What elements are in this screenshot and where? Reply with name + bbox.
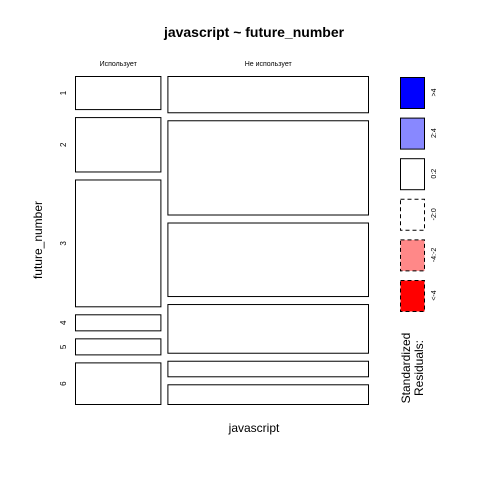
legend-swatch-6 — [400, 280, 425, 312]
legend-swatch-1 — [400, 77, 425, 109]
legend-label-2: 2:4 — [431, 128, 438, 138]
tile-col1-row-5 — [75, 338, 162, 356]
legend: >4 2:4 0:2 -2:0 -4:-2 <-4 Standardized Residual… — [399, 77, 438, 404]
x-axis-label: javascript — [228, 421, 280, 435]
mosaic-tiles — [75, 76, 369, 406]
tile-col1-row-3 — [75, 179, 162, 308]
legend-label-1: >4 — [431, 88, 438, 96]
row-label-2: 2 — [59, 142, 68, 147]
legend-label-5: -4:-2 — [431, 248, 438, 263]
y-axis-label: future_number — [31, 201, 45, 279]
tile-col1-row-2 — [75, 117, 162, 173]
row-labels: 1 2 3 4 5 6 — [59, 90, 68, 386]
tile-col2-row-6 — [167, 384, 369, 406]
column-label-1: Использует — [100, 61, 138, 68]
legend-title-line-2: Residuals: — [412, 340, 426, 396]
row-label-3: 3 — [59, 241, 68, 246]
tile-col1-row-4 — [75, 314, 162, 332]
legend-swatch-5 — [400, 239, 425, 272]
legend-swatch-2 — [400, 117, 425, 150]
tile-col2-row-3 — [167, 222, 369, 298]
legend-swatch-4 — [400, 198, 425, 231]
tile-col2-row-2 — [167, 120, 369, 216]
legend-swatch-3 — [400, 158, 425, 191]
column-labels: Использует Не использует — [100, 61, 293, 68]
row-label-5: 5 — [59, 344, 68, 349]
row-label-4: 4 — [59, 320, 68, 325]
tile-col1-row-6 — [75, 362, 162, 405]
tile-col1-row-1 — [75, 76, 162, 111]
column-label-2: Не использует — [245, 61, 293, 68]
chart-title: javascript ~ future_number — [163, 24, 345, 40]
legend-label-6: <-4 — [431, 290, 438, 300]
row-label-1: 1 — [59, 90, 68, 95]
legend-title-line-1: Standardized — [399, 333, 413, 404]
tile-col2-row-4 — [167, 304, 369, 354]
tile-col2-row-5 — [167, 360, 369, 378]
tile-col2-row-1 — [167, 76, 369, 114]
legend-label-3: 0:2 — [431, 169, 438, 179]
legend-label-4: -2:0 — [431, 208, 438, 220]
row-label-6: 6 — [59, 381, 68, 386]
